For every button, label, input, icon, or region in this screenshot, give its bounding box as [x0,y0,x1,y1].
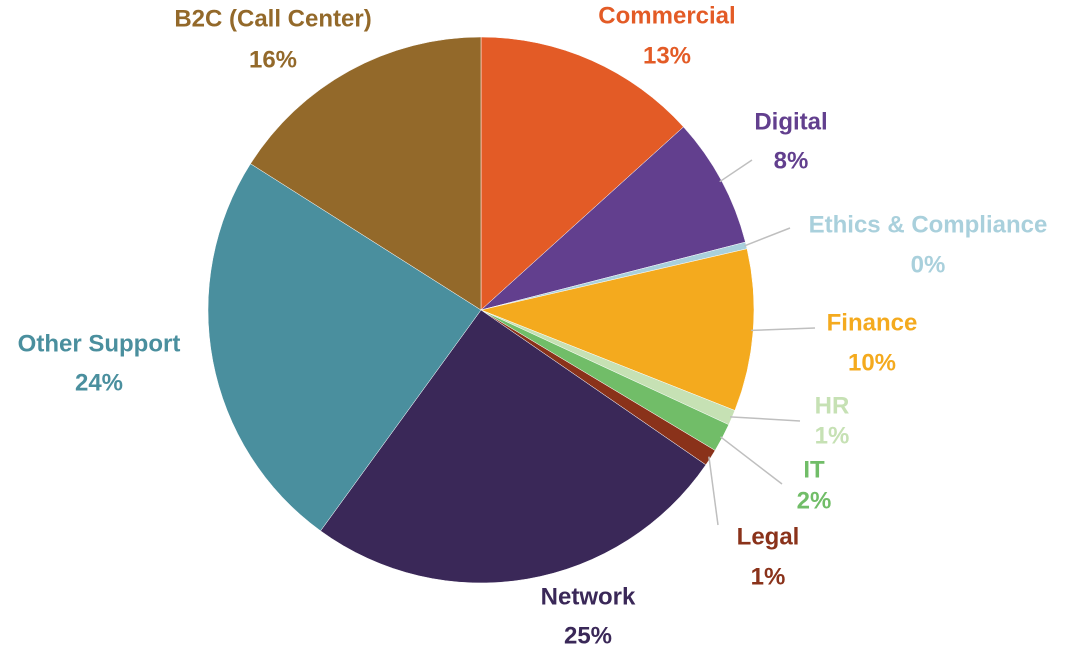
slice-label: B2C (Call Center) [174,5,371,32]
value-label: 16% [249,46,297,73]
leader-line [751,327,816,332]
pie-slice [207,163,482,532]
slice-label: Finance [827,309,918,336]
value-label: 10% [848,349,896,376]
slice-label: HR [815,392,850,419]
leader-line [719,159,753,183]
value-label: 0% [911,251,946,278]
slice-label: Ethics & Compliance [809,211,1048,238]
slice-label: Other Support [18,330,181,357]
slice-label: IT [803,456,825,483]
value-label: 8% [774,147,809,174]
pie-slice [480,36,684,311]
leader-line [708,456,719,526]
slice-label: Commercial [598,2,735,29]
pie-slice [320,309,707,584]
leader-line [720,436,783,485]
value-label: 13% [643,42,691,69]
pie-slice [250,36,482,311]
slice-label: Network [541,583,636,610]
leader-line [730,416,801,422]
value-label: 1% [815,422,850,449]
value-label: 2% [797,487,832,514]
value-label: 25% [564,622,612,649]
value-label: 1% [751,563,786,590]
slice-label: Digital [754,108,827,135]
leader-line [744,227,791,247]
value-label: 24% [75,369,123,396]
slice-label: Legal [737,523,800,550]
